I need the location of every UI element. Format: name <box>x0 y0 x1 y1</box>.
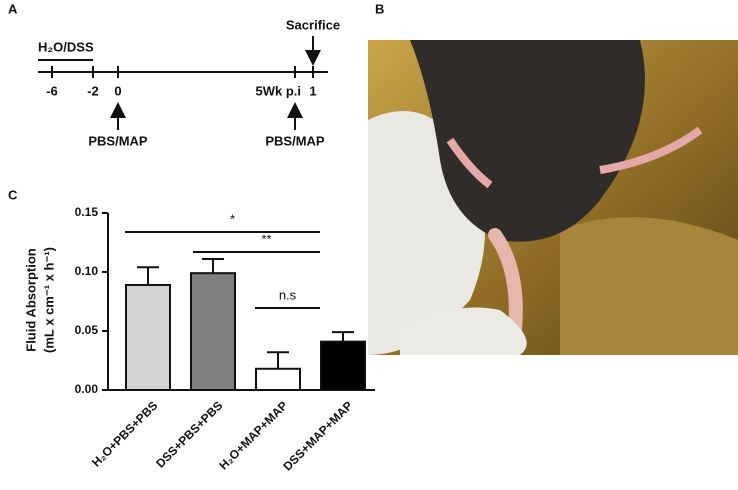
panel-letter: B <box>375 1 384 16</box>
injection-label: PBS/MAP <box>88 133 148 148</box>
significance-label: n.s <box>279 287 297 302</box>
x-tick-label: DSS+PBS+PBS <box>153 398 225 470</box>
y-tick-label: 0.00 <box>75 382 99 396</box>
x-tick-label: H₂O+PBS+PBS <box>89 398 160 469</box>
bar <box>125 283 171 392</box>
y-tick-label: 0.05 <box>75 323 99 337</box>
y-tick-label: 0.15 <box>75 205 99 219</box>
significance-label: * <box>230 211 235 226</box>
y-tick-label: 0.10 <box>75 264 99 278</box>
timeline-label: 5Wk p.i <box>255 83 301 98</box>
timeline-label: 0 <box>114 83 121 98</box>
x-tick-label: H₂O+MAP+MAP <box>216 398 290 472</box>
bar <box>320 340 366 391</box>
y-axis-label: Fluid Absorption <box>23 248 38 352</box>
bar <box>190 272 236 391</box>
timeline-label: -2 <box>87 83 99 98</box>
panel-letter: A <box>8 1 18 16</box>
significance-label: ** <box>261 231 271 246</box>
panel-letter: C <box>8 187 18 202</box>
y-axis-unit: (mL x cm⁻¹ x h⁻¹) <box>41 247 56 353</box>
photo <box>368 40 738 355</box>
x-tick-label: DSS+MAP+MAP <box>280 398 355 473</box>
bar <box>255 367 301 392</box>
sacrifice-label: Sacrifice <box>286 17 340 32</box>
treatment-label: H₂O/DSS <box>38 39 94 54</box>
timeline-label: 1 <box>309 83 316 98</box>
timeline-label: -6 <box>46 83 58 98</box>
injection-label: PBS/MAP <box>265 133 325 148</box>
